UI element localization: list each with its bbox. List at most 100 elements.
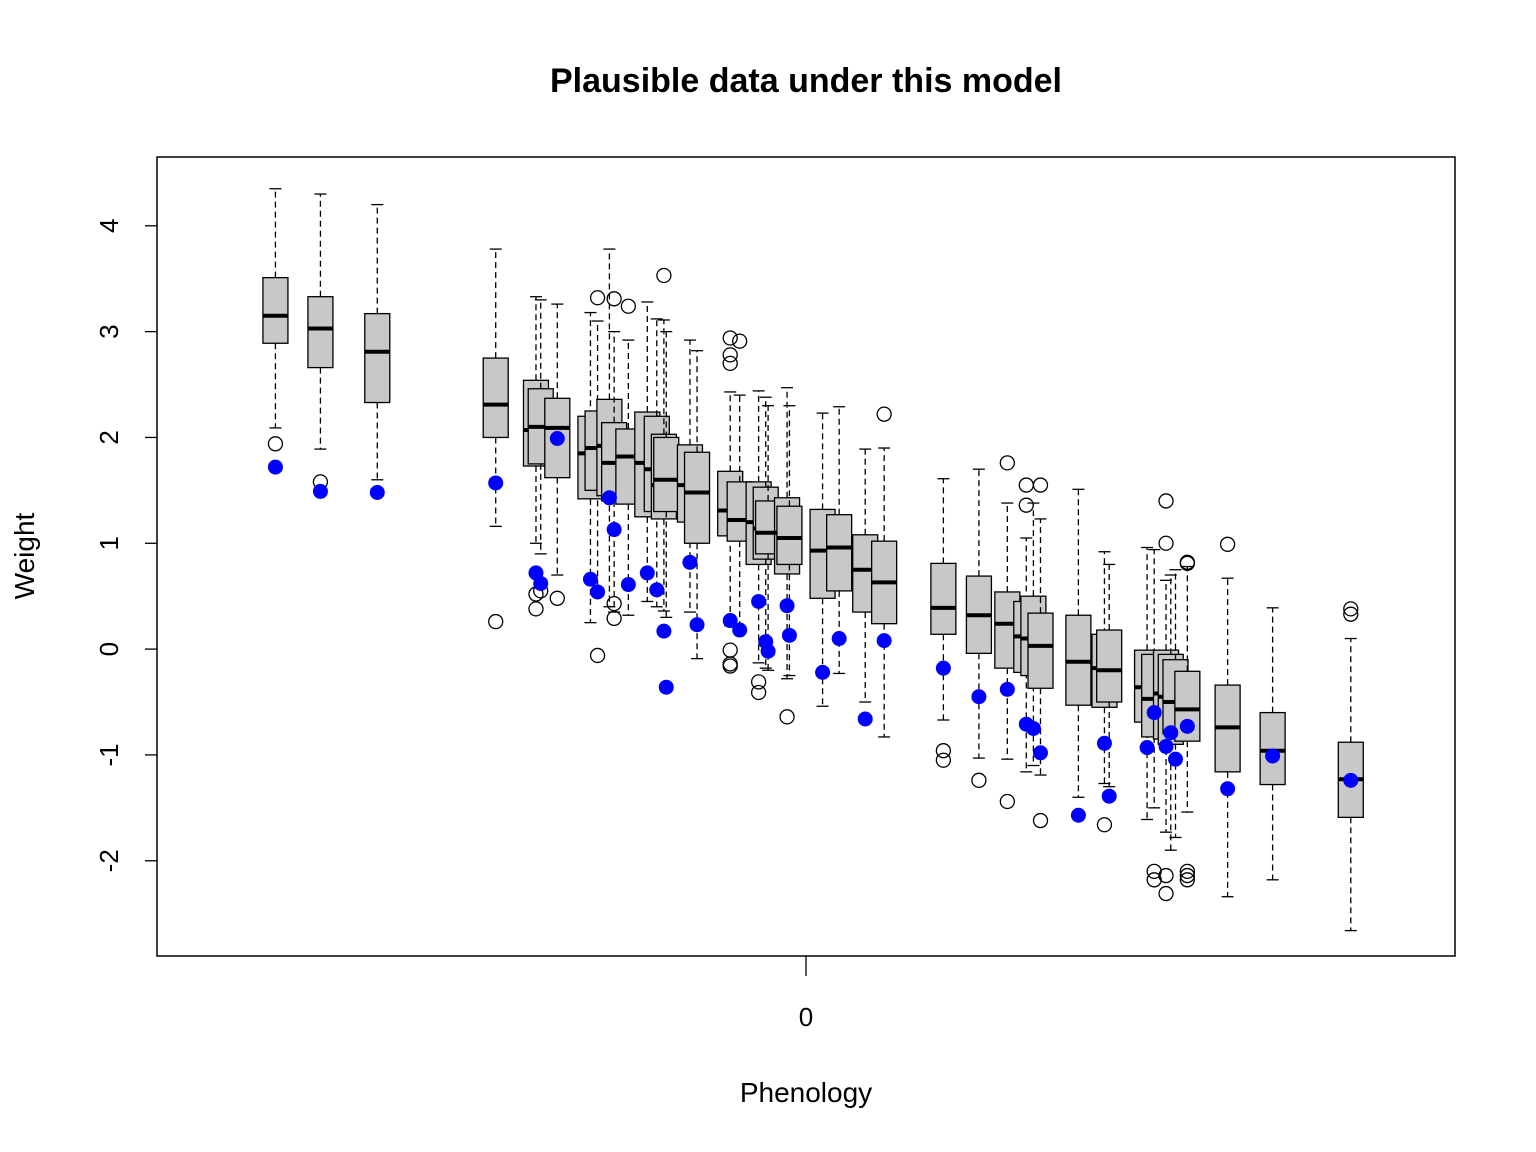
outlier-point bbox=[528, 601, 544, 617]
outlier-point bbox=[549, 590, 565, 606]
observed-point bbox=[1032, 745, 1048, 761]
box-iqr bbox=[930, 562, 957, 635]
box-iqr bbox=[1096, 629, 1123, 703]
observed-point bbox=[1158, 738, 1174, 754]
observed-point bbox=[971, 689, 987, 705]
outlier-point bbox=[1179, 867, 1195, 884]
observed-point bbox=[369, 484, 385, 500]
observed-point bbox=[1139, 740, 1155, 756]
y-tick-label: 0 bbox=[94, 642, 124, 656]
box-group bbox=[1027, 477, 1054, 829]
box-group bbox=[683, 350, 711, 660]
observed-point bbox=[1101, 788, 1117, 804]
observed-point bbox=[857, 711, 873, 727]
outlier-point bbox=[971, 772, 987, 788]
boxes-layer bbox=[262, 188, 1364, 932]
observed-point bbox=[682, 554, 698, 570]
outlier-point bbox=[722, 347, 738, 363]
outlier-point bbox=[1032, 477, 1049, 493]
observed-point bbox=[658, 679, 674, 695]
y-axis-label: Weight bbox=[9, 512, 40, 599]
box-group bbox=[965, 468, 993, 788]
observed-point bbox=[582, 571, 598, 587]
observed-point bbox=[760, 643, 776, 659]
observed-point bbox=[488, 475, 504, 491]
outlier-point bbox=[589, 290, 606, 306]
observed-point bbox=[1220, 781, 1236, 797]
x-tick-label: 0 bbox=[799, 1002, 813, 1032]
y-tick-label: -1 bbox=[94, 743, 124, 766]
observed-point bbox=[620, 577, 636, 593]
outlier-point bbox=[656, 267, 672, 284]
box-group bbox=[826, 406, 853, 675]
observed-point bbox=[1146, 705, 1162, 721]
box-group bbox=[364, 203, 391, 481]
box-iqr bbox=[307, 296, 334, 369]
observed-point bbox=[656, 623, 672, 639]
outlier-point bbox=[1032, 812, 1049, 829]
observed-point bbox=[689, 617, 705, 633]
observed-point bbox=[1168, 751, 1184, 767]
x-axis-label: Phenology bbox=[740, 1077, 872, 1108]
box-group bbox=[930, 478, 957, 768]
outlier-point bbox=[606, 595, 622, 612]
outlier-point bbox=[1219, 536, 1236, 552]
observed-point bbox=[751, 593, 767, 609]
observed-point bbox=[781, 627, 797, 643]
outlier-point bbox=[1018, 477, 1034, 493]
outlier-point bbox=[999, 793, 1015, 810]
box-group bbox=[1065, 488, 1092, 798]
outlier-point bbox=[1179, 555, 1195, 572]
box-iqr bbox=[826, 514, 853, 592]
observed-point bbox=[1265, 748, 1281, 764]
box-iqr bbox=[1027, 612, 1054, 689]
outlier-point bbox=[1096, 817, 1113, 833]
outlier-point bbox=[1343, 601, 1359, 617]
outlier-point bbox=[1179, 863, 1195, 879]
observed-point bbox=[267, 459, 283, 475]
outlier-point bbox=[1158, 493, 1174, 509]
observed-point bbox=[590, 584, 606, 600]
observed-point bbox=[1096, 735, 1112, 751]
outlier-point bbox=[935, 752, 952, 768]
box-group bbox=[776, 405, 803, 677]
plot-frame bbox=[156, 156, 1456, 957]
observed-point bbox=[312, 483, 328, 499]
box-iqr bbox=[683, 451, 711, 544]
outlier-point bbox=[722, 330, 738, 346]
outlier-point bbox=[999, 455, 1015, 471]
observed-point bbox=[1343, 772, 1359, 788]
outlier-point bbox=[589, 647, 606, 664]
box-group bbox=[1174, 554, 1201, 888]
outlier-point bbox=[1158, 535, 1174, 551]
observed-point bbox=[533, 575, 549, 591]
box-group bbox=[482, 248, 509, 630]
observed-point bbox=[639, 565, 655, 581]
observed-point bbox=[1070, 807, 1086, 823]
outlier-point bbox=[750, 674, 767, 690]
box-iqr bbox=[262, 276, 289, 344]
outlier-point bbox=[722, 658, 738, 674]
outlier-point bbox=[267, 436, 284, 452]
observed-point bbox=[1025, 720, 1041, 736]
observed-point bbox=[649, 582, 665, 598]
outlier-point bbox=[488, 613, 504, 630]
box-group bbox=[544, 303, 571, 606]
y-tick-label: 4 bbox=[94, 219, 124, 233]
box-group bbox=[653, 330, 680, 619]
observed-point bbox=[1163, 725, 1179, 741]
chart-title: Plausible data under this model bbox=[550, 62, 1062, 100]
box-iqr bbox=[653, 436, 680, 513]
outlier-point bbox=[1179, 872, 1195, 888]
box-group bbox=[1096, 563, 1123, 788]
outlier-point bbox=[876, 406, 892, 422]
y-tick-label: -2 bbox=[94, 849, 124, 872]
observed-point bbox=[876, 633, 892, 649]
outlier-point bbox=[732, 333, 748, 349]
observed-point bbox=[549, 431, 565, 447]
outlier-point bbox=[620, 298, 637, 314]
observed-point bbox=[831, 631, 847, 647]
outlier-point bbox=[1343, 606, 1359, 622]
box-iqr bbox=[482, 357, 509, 439]
observed-point bbox=[1179, 718, 1195, 734]
